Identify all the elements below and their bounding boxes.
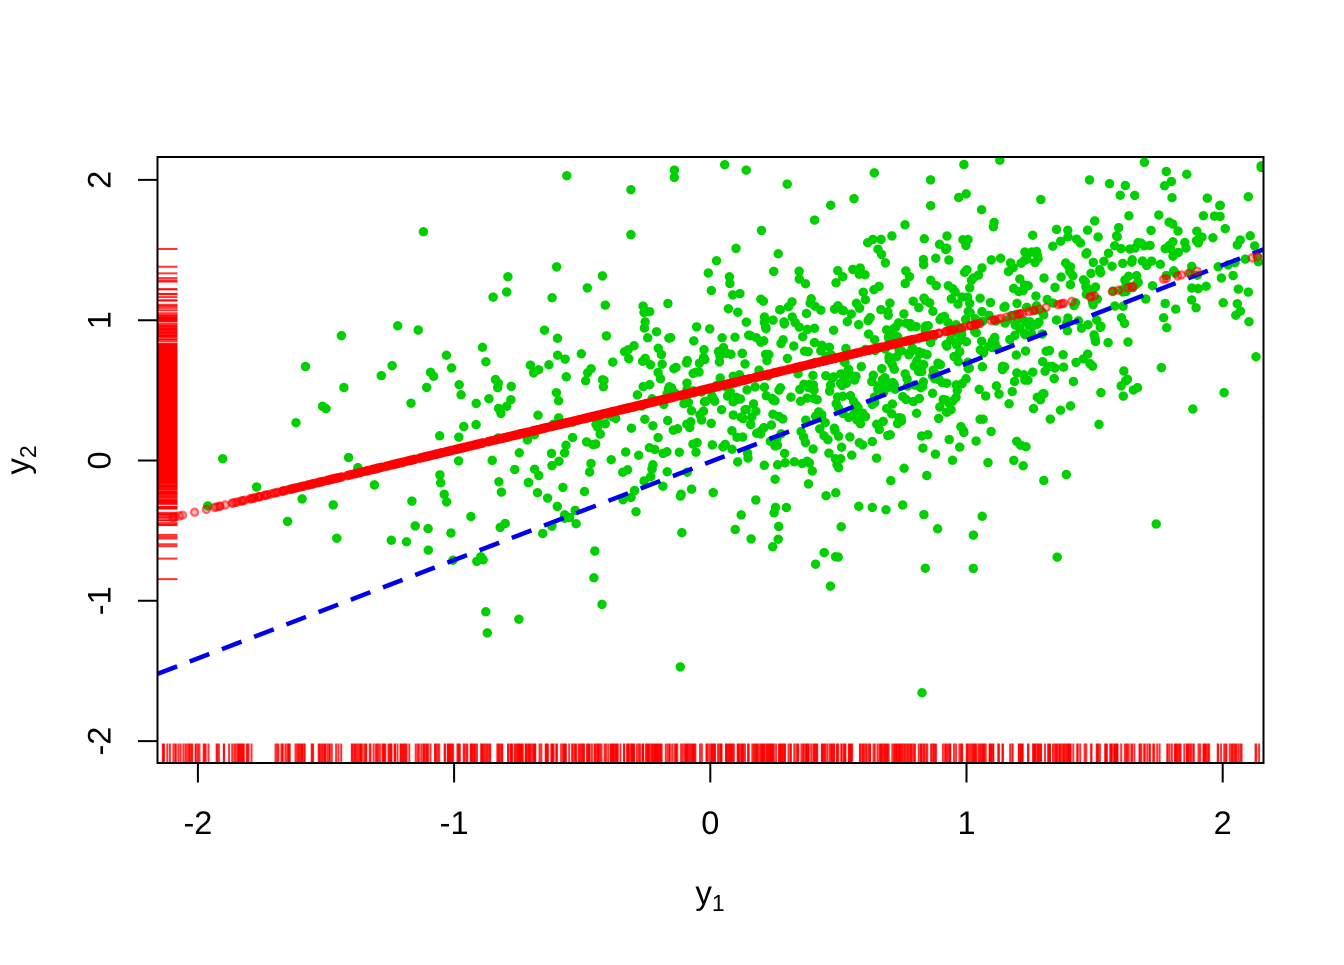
svg-text:0: 0 xyxy=(701,805,719,841)
svg-text:2: 2 xyxy=(81,171,117,189)
svg-text:-2: -2 xyxy=(183,805,212,841)
svg-text:2: 2 xyxy=(1214,805,1232,841)
svg-text:1: 1 xyxy=(81,311,117,329)
svg-text:-1: -1 xyxy=(440,805,469,841)
svg-text:0: 0 xyxy=(81,451,117,469)
svg-text:-1: -1 xyxy=(81,586,117,615)
svg-text:-2: -2 xyxy=(81,727,117,756)
svg-text:1: 1 xyxy=(957,805,975,841)
